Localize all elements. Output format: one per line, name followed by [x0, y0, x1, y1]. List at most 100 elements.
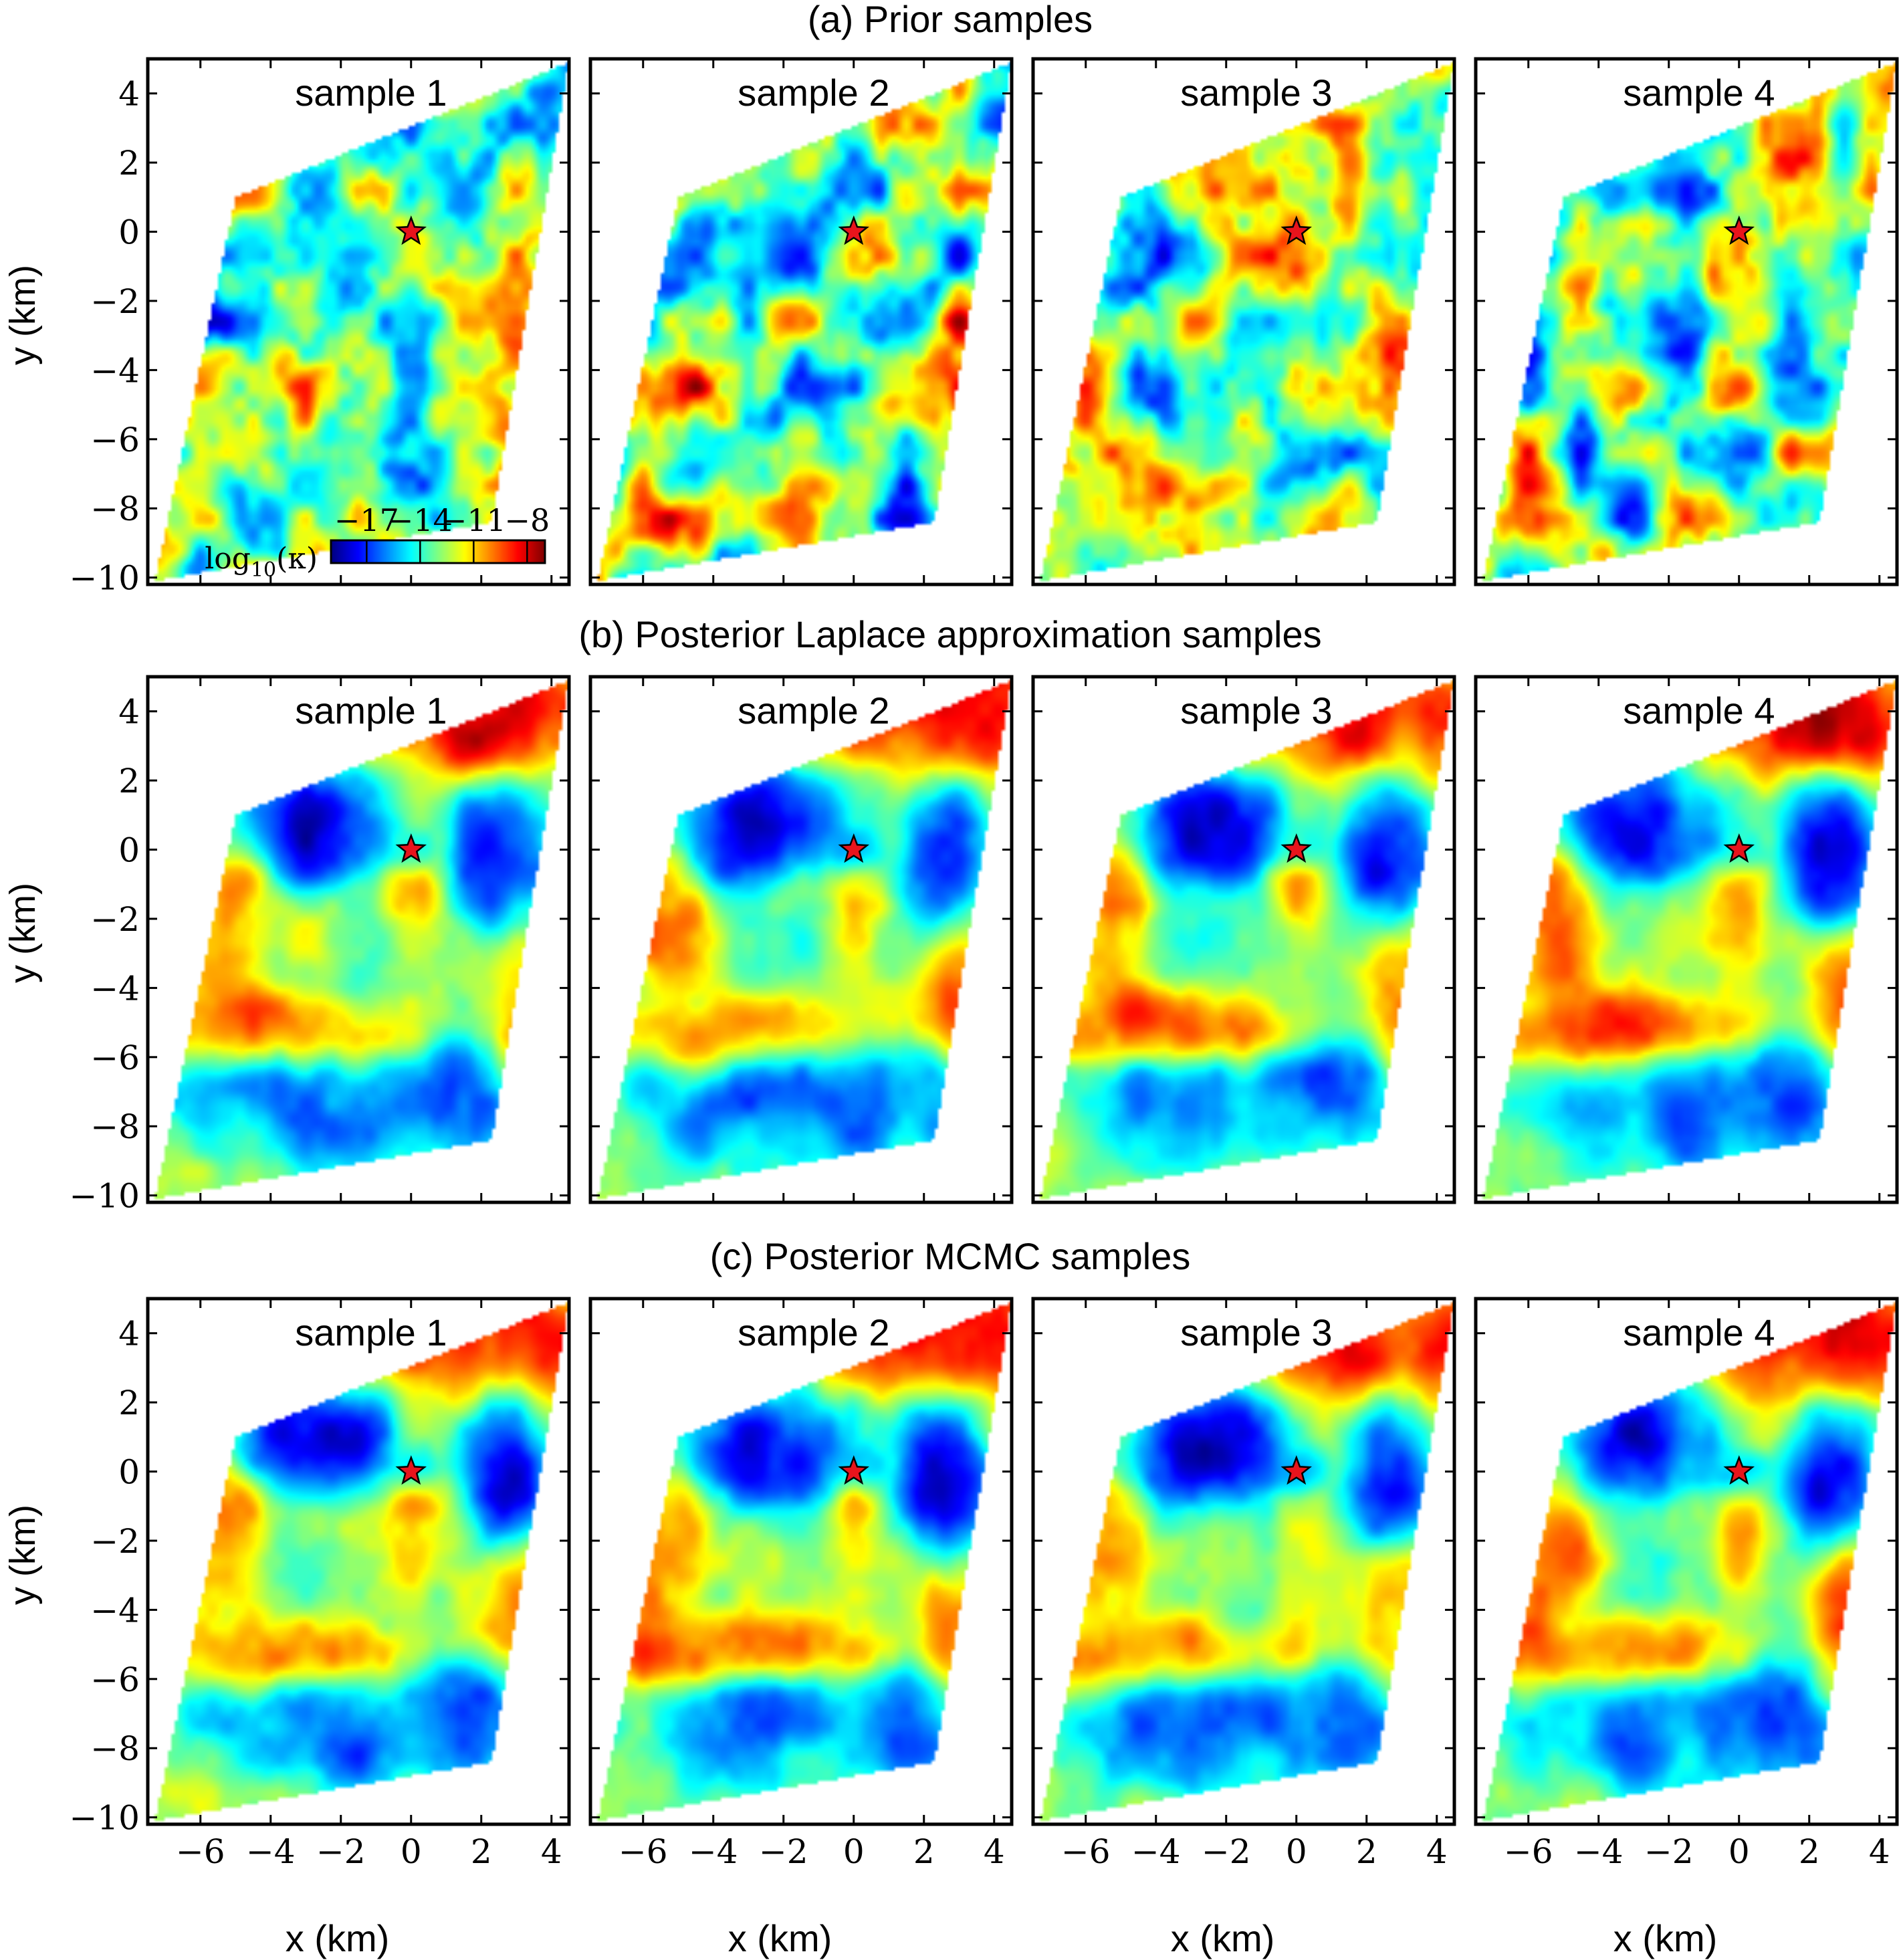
x-tick-label: 2	[471, 1832, 492, 1871]
x-tick-label: 0	[1286, 1832, 1307, 1871]
panel: sample 2 −6 −4 −2 0 2 4	[588, 1297, 1014, 1871]
panel: sample 4	[1474, 57, 1899, 586]
y-tick-label: 4	[118, 1315, 140, 1353]
x-tick-label: −4	[1131, 1832, 1181, 1871]
heatmap-field	[590, 677, 1012, 1202]
colorbar-tick-label: −14	[388, 502, 453, 538]
x-axis-label: x (km)	[1171, 1917, 1275, 1959]
y-tick-label: −8	[90, 489, 140, 528]
x-axis-label: x (km)	[728, 1917, 832, 1959]
y-tick-label: −4	[90, 969, 140, 1008]
panel-label: sample 3	[1180, 1311, 1332, 1353]
heatmap-field	[1476, 59, 1897, 584]
y-tick-label: −4	[90, 351, 140, 390]
x-tick-label: −4	[1574, 1832, 1624, 1871]
y-tick-label: −10	[69, 559, 140, 598]
source-star-marker	[1280, 1455, 1313, 1485]
row-title: (a) Prior samples	[808, 0, 1093, 40]
y-tick-label: −4	[90, 1591, 140, 1630]
x-tick-label: 4	[1426, 1832, 1448, 1871]
panel: sample 4	[1474, 675, 1899, 1204]
colorbar-tick-label: −8	[504, 502, 550, 538]
x-tick-label: 0	[843, 1832, 865, 1871]
heatmap-field	[590, 59, 1012, 584]
y-axis-label: y (km)	[3, 1505, 43, 1605]
heatmap-field	[1033, 677, 1454, 1202]
panel-label: sample 2	[738, 689, 889, 732]
y-tick-label: −6	[90, 1660, 140, 1699]
heatmap-field	[1033, 59, 1454, 584]
y-tick-label: 2	[118, 1384, 140, 1422]
y-tick-label: −2	[90, 1522, 140, 1561]
panel-label: sample 4	[1623, 1311, 1775, 1353]
y-tick-label: 2	[118, 762, 140, 800]
y-tick-label: 0	[118, 213, 140, 252]
heatmap-field	[1476, 1299, 1897, 1824]
panel: sample 3	[1031, 675, 1456, 1204]
row-titles: (a) Prior samples (b) Posterior Laplace a…	[578, 0, 1321, 1277]
heatmap-field	[1476, 677, 1897, 1202]
x-tick-label: 4	[1869, 1832, 1890, 1871]
row-title: (c) Posterior MCMC samples	[710, 1235, 1191, 1277]
source-star-marker	[1723, 1455, 1755, 1485]
colorbar-label: log10(κ)	[205, 542, 318, 582]
panel-label: sample 1	[295, 72, 447, 114]
source-star-marker	[1280, 833, 1313, 863]
panel-label: sample 3	[1180, 689, 1332, 732]
y-axis-label: y (km)	[3, 265, 43, 365]
panel-frame	[146, 675, 571, 1204]
x-tick-label: −6	[1504, 1832, 1553, 1871]
heatmap-field	[1033, 1299, 1454, 1824]
heatmap-field	[148, 59, 569, 584]
x-axis-label: x (km)	[1613, 1917, 1718, 1959]
heatmap-field	[148, 677, 569, 1202]
y-tick-label: −8	[90, 1729, 140, 1768]
colorbar-tick-label: −17	[334, 502, 399, 538]
heatmap-field	[148, 1299, 569, 1824]
source-star-marker	[838, 215, 870, 245]
panel-label: sample 1	[295, 1311, 447, 1353]
source-star-marker	[395, 1455, 427, 1485]
y-tick-label: 4	[118, 693, 140, 732]
x-tick-label: −4	[246, 1832, 296, 1871]
panel-frame	[1031, 675, 1456, 1204]
panel-frame	[1474, 57, 1899, 586]
panel-frame	[588, 1297, 1014, 1826]
y-tick-label: −10	[69, 1799, 140, 1838]
panel: sample 1 4 2 0 −2 −4 −6 −8 −10 −6 −4 −2 0 2 4	[69, 1297, 571, 1871]
panel-frame	[146, 57, 571, 586]
y-axis-labels: y (km) y (km) y (km)	[3, 265, 43, 1605]
source-star-marker	[1723, 215, 1755, 245]
panel: sample 1 4 2 0 −2 −4 −6 −8 −10	[69, 57, 571, 598]
panel-frame	[588, 675, 1014, 1204]
panel: sample 3 −6 −4 −2 0 2 4	[1031, 1297, 1456, 1871]
x-tick-label: 0	[1728, 1832, 1750, 1871]
x-tick-label: 2	[1356, 1832, 1377, 1871]
source-star-marker	[1280, 215, 1313, 245]
panel-label: sample 2	[738, 72, 889, 114]
panel-frame	[588, 57, 1014, 586]
x-tick-label: 4	[541, 1832, 562, 1871]
panel-frame	[1031, 1297, 1456, 1826]
colorbar: −17−14−11−8 log10(κ)	[205, 502, 550, 582]
x-tick-label: 2	[913, 1832, 935, 1871]
x-tick-label: 0	[401, 1832, 422, 1871]
panel-frame	[1474, 675, 1899, 1204]
x-tick-label: −6	[176, 1832, 225, 1871]
source-star-marker	[395, 215, 427, 245]
x-axis-labels: x (km) x (km) x (km) x (km)	[286, 1917, 1718, 1959]
panel-frame	[146, 1297, 571, 1826]
panel: sample 2	[588, 675, 1014, 1204]
x-tick-label: −6	[1061, 1832, 1111, 1871]
y-tick-label: −10	[69, 1177, 140, 1216]
panel-label: sample 1	[295, 689, 447, 732]
source-star-marker	[395, 833, 427, 863]
panel: sample 3	[1031, 57, 1456, 586]
y-tick-label: 0	[118, 1453, 140, 1492]
x-tick-label: −2	[316, 1832, 366, 1871]
panel-label: sample 2	[738, 1311, 889, 1353]
x-tick-label: 4	[984, 1832, 1005, 1871]
y-tick-label: −8	[90, 1107, 140, 1146]
